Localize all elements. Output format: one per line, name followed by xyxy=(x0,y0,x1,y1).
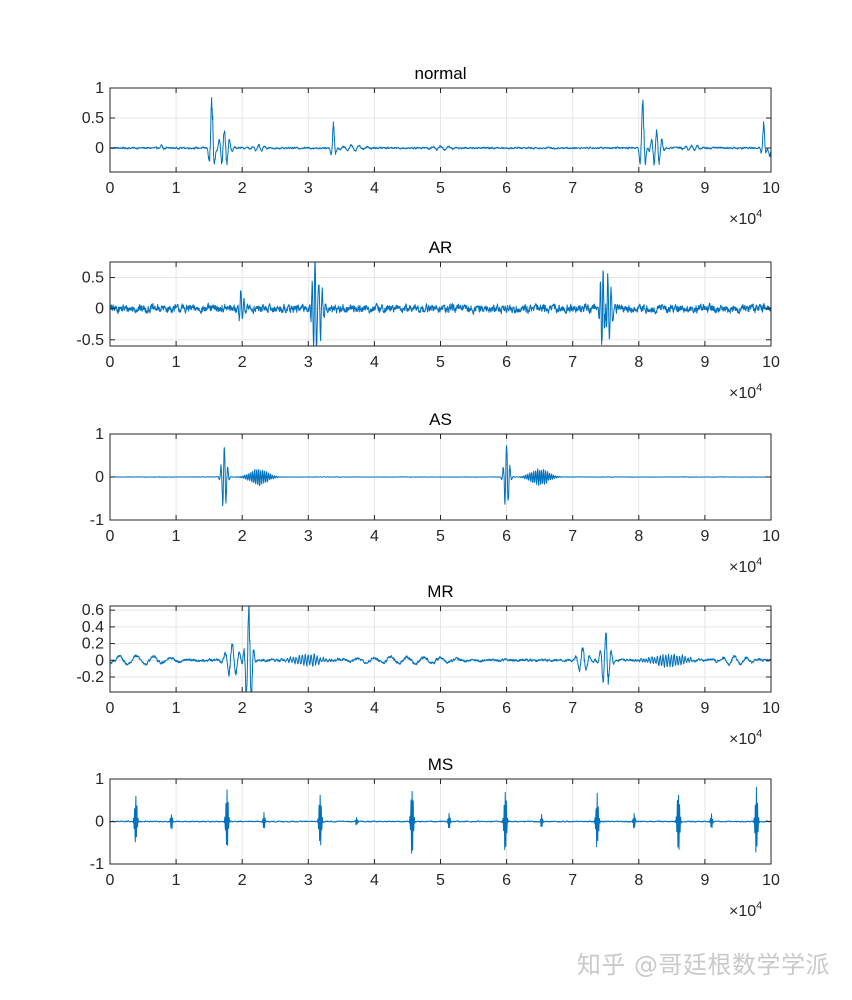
x-tick-label: 6 xyxy=(502,354,511,371)
x-tick-label: 0 xyxy=(106,700,115,717)
x-tick-label: 9 xyxy=(700,700,709,717)
x-tick-label: 8 xyxy=(634,180,643,197)
x-tick-label: 4 xyxy=(370,872,379,889)
signal-line-as xyxy=(109,445,772,507)
x-tick-label: 8 xyxy=(634,700,643,717)
x-tick-label: 9 xyxy=(700,180,709,197)
subplot-title: MS xyxy=(428,755,454,774)
x-tick-label: 4 xyxy=(370,700,379,717)
x-tick-label: 8 xyxy=(634,872,643,889)
x-tick-label: 1 xyxy=(172,700,181,717)
x-tick-label: 7 xyxy=(568,700,577,717)
x-tick-label: 0 xyxy=(106,872,115,889)
x-tick-label: 6 xyxy=(502,180,511,197)
x-tick-label: 10 xyxy=(762,180,780,197)
y-tick-label: 1 xyxy=(95,771,104,788)
subplot-title: AR xyxy=(429,238,453,257)
x-tick-label: 1 xyxy=(172,180,181,197)
x-tick-label: 10 xyxy=(762,354,780,371)
y-tick-label: 0.5 xyxy=(82,270,104,287)
x-tick-label: 7 xyxy=(568,180,577,197)
y-tick-label: 0 xyxy=(95,814,104,831)
x-tick-label: 5 xyxy=(436,354,445,371)
subplot-title: AS xyxy=(429,410,452,429)
x-tick-label: 2 xyxy=(238,700,247,717)
y-tick-label: 0.2 xyxy=(82,636,104,653)
x-tick-label: 5 xyxy=(436,528,445,545)
y-tick-label: 0.4 xyxy=(82,619,104,636)
subplot-normal: 0 1 2 3 4 5 6 7 8 9 10 0 0.5 1 ×104 normal xyxy=(82,64,780,228)
x-tick-label: 2 xyxy=(238,528,247,545)
x-tick-label: 3 xyxy=(304,180,313,197)
x-tick-label: 7 xyxy=(568,872,577,889)
y-tick-label: -0.5 xyxy=(76,332,104,349)
x-exponent-label: ×104 xyxy=(729,728,762,748)
x-tick-label: 3 xyxy=(304,872,313,889)
x-tick-label: 1 xyxy=(172,528,181,545)
x-exponent-label: ×104 xyxy=(729,382,762,402)
x-tick-label: 5 xyxy=(436,872,445,889)
y-tick-label: 0 xyxy=(95,652,104,669)
x-tick-label: 2 xyxy=(238,180,247,197)
subplot-title: normal xyxy=(415,64,467,83)
x-tick-label: 2 xyxy=(238,872,247,889)
x-tick-label: 8 xyxy=(634,528,643,545)
signal-line-normal xyxy=(109,97,772,166)
y-tick-label: -1 xyxy=(90,856,104,873)
x-tick-label: 6 xyxy=(502,700,511,717)
x-tick-label: 9 xyxy=(700,354,709,371)
x-tick-label: 9 xyxy=(700,528,709,545)
y-tick-label: 1 xyxy=(95,80,104,97)
subplot-title: MR xyxy=(427,582,453,601)
x-tick-label: 10 xyxy=(762,700,780,717)
y-tick-label: -0.2 xyxy=(76,669,104,686)
x-exponent-label: ×104 xyxy=(729,900,762,920)
x-tick-label: 0 xyxy=(106,528,115,545)
x-tick-label: 8 xyxy=(634,354,643,371)
x-tick-label: 1 xyxy=(172,872,181,889)
y-tick-label: 0 xyxy=(95,140,104,157)
x-tick-label: 7 xyxy=(568,528,577,545)
signal-line-ar xyxy=(109,261,772,347)
x-tick-label: 3 xyxy=(304,354,313,371)
y-tick-label: 0.6 xyxy=(82,602,104,619)
x-tick-label: 4 xyxy=(370,354,379,371)
x-tick-label: 10 xyxy=(762,528,780,545)
x-tick-label: 4 xyxy=(370,528,379,545)
x-exponent-label: ×104 xyxy=(729,556,762,576)
x-tick-label: 4 xyxy=(370,180,379,197)
x-tick-label: 0 xyxy=(106,354,115,371)
signal-line-mr xyxy=(109,605,772,693)
x-tick-label: 5 xyxy=(436,700,445,717)
y-tick-label: -1 xyxy=(90,512,104,529)
x-tick-label: 3 xyxy=(304,700,313,717)
y-tick-label: 0.5 xyxy=(82,110,104,127)
x-tick-label: 10 xyxy=(762,872,780,889)
x-tick-label: 3 xyxy=(304,528,313,545)
x-tick-label: 2 xyxy=(238,354,247,371)
x-tick-label: 6 xyxy=(502,872,511,889)
x-tick-label: 0 xyxy=(106,180,115,197)
y-tick-label: 0 xyxy=(95,469,104,486)
y-tick-label: 1 xyxy=(95,426,104,443)
watermark-text: 知乎 @哥廷根数学学派 xyxy=(576,951,830,979)
y-tick-label: 0 xyxy=(95,301,104,318)
x-tick-label: 5 xyxy=(436,180,445,197)
x-tick-label: 9 xyxy=(700,872,709,889)
x-exponent-label: ×104 xyxy=(729,208,762,228)
x-tick-label: 7 xyxy=(568,354,577,371)
x-tick-label: 6 xyxy=(502,528,511,545)
signal-line-ms xyxy=(109,786,772,854)
x-tick-label: 1 xyxy=(172,354,181,371)
